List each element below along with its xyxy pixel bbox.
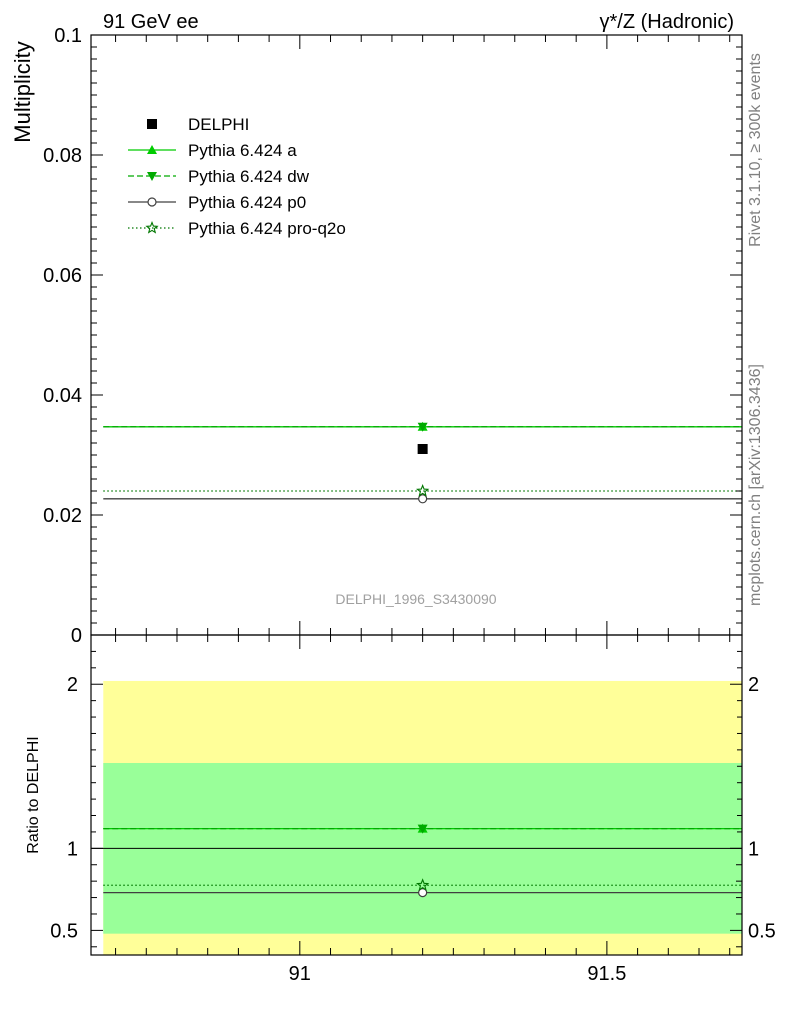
legend-label-2: Pythia 6.424 dw xyxy=(188,167,310,186)
main-series-marker-4 xyxy=(415,484,430,497)
legend-marker-3 xyxy=(147,197,157,207)
legend-marker-4 xyxy=(145,221,159,234)
analysis-watermark: DELPHI_1996_S3430090 xyxy=(335,591,496,607)
ratio-y-tick-label-left: 2 xyxy=(67,674,78,696)
legend-marker-2 xyxy=(147,172,157,181)
ratio-series-marker-4 xyxy=(415,878,430,891)
ratio-y-tick-label-left: 0.5 xyxy=(50,920,78,942)
ratio-y-tick-label-right: 1 xyxy=(748,838,759,860)
legend-label-1: Pythia 6.424 a xyxy=(188,141,297,160)
ratio-y-axis-label: Ratio to DELPHI xyxy=(25,736,42,853)
rivet-version-label: Rivet 3.1.10, ≥ 300k events xyxy=(747,53,764,247)
main-y-tick-label: 0.1 xyxy=(54,25,82,47)
legend-label-delphi: DELPHI xyxy=(188,115,249,134)
main-y-tick-label: 0.06 xyxy=(43,265,82,287)
ratio-panel: 91 91.5 0.5 0.5 1 1 2 2 xyxy=(50,634,776,985)
legend: DELPHI Pythia 6.424 a Pythia 6.424 dw Pythi… xyxy=(128,115,346,238)
main-panel: 0 0.02 0.04 0.06 0.08 0.1 xyxy=(43,25,743,647)
ratio-frame xyxy=(90,634,743,956)
header-right: γ*/Z (Hadronic) xyxy=(600,11,734,33)
legend-marker-1 xyxy=(147,145,157,154)
main-series-marker-2 xyxy=(417,422,428,432)
main-y-tick-label: 0.02 xyxy=(43,505,82,527)
ratio-series-marker-3 xyxy=(418,888,428,898)
main-y-tick-label: 0.08 xyxy=(43,145,82,167)
ratio-y-tick-label-right: 0.5 xyxy=(748,920,776,942)
ratio-series-marker-2 xyxy=(417,824,428,834)
data-point-delphi xyxy=(417,444,428,454)
ratio-x-tick-label: 91.5 xyxy=(587,963,626,985)
header-left: 91 GeV ee xyxy=(103,11,199,33)
ratio-y-tick-label-right: 2 xyxy=(748,674,759,696)
mcplots-label: mcplots.cern.ch [arXiv:1306.3436] xyxy=(747,364,764,606)
legend-marker-delphi xyxy=(147,119,157,129)
main-y-axis-label: Multiplicity xyxy=(10,41,35,142)
main-y-tick-label: 0 xyxy=(71,625,82,647)
legend-label-4: Pythia 6.424 pro-q2o xyxy=(188,219,346,238)
legend-label-3: Pythia 6.424 p0 xyxy=(188,193,306,212)
ratio-y-tick-label-left: 1 xyxy=(67,838,78,860)
main-series-marker-3 xyxy=(418,494,428,504)
main-y-tick-label: 0.04 xyxy=(43,385,82,407)
ratio-x-tick-label: 91 xyxy=(289,963,311,985)
